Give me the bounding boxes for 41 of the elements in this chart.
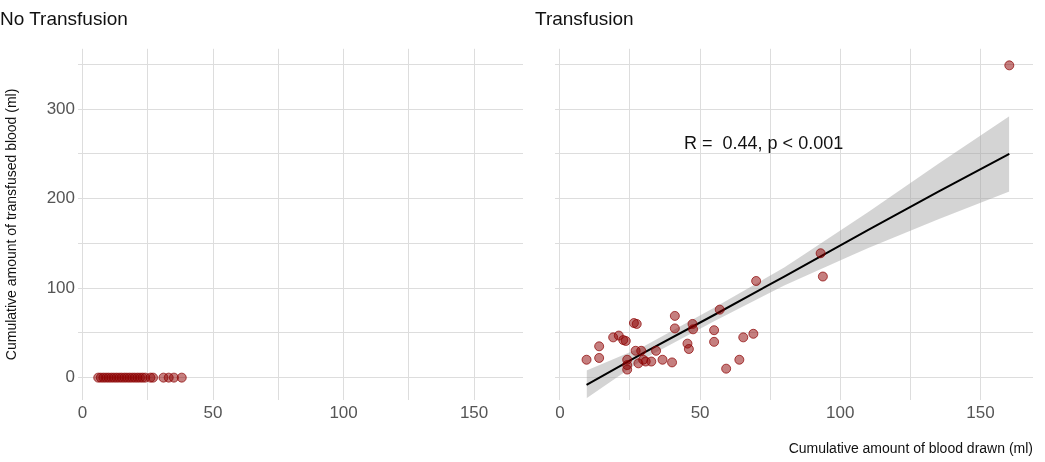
point <box>669 323 680 334</box>
point <box>688 324 699 335</box>
x-tick-label: 0 <box>77 402 88 422</box>
point <box>714 304 725 315</box>
point <box>667 357 678 368</box>
point <box>622 364 633 375</box>
point <box>657 354 668 365</box>
point <box>721 363 732 374</box>
x-tick-label: 150 <box>459 402 489 422</box>
x-tick-label: 50 <box>203 402 223 422</box>
point <box>751 276 762 286</box>
point <box>683 344 694 354</box>
point <box>734 354 745 365</box>
point <box>651 345 662 356</box>
point <box>594 352 605 363</box>
point <box>1004 60 1015 71</box>
point <box>669 310 680 321</box>
x-tick-label: 150 <box>966 402 995 422</box>
point <box>815 248 826 259</box>
point <box>581 354 592 365</box>
point <box>636 345 647 356</box>
x-tick-label: 0 <box>555 402 565 422</box>
point <box>748 328 759 339</box>
y-tick-label: 100 <box>46 277 75 297</box>
point <box>817 271 828 282</box>
point <box>709 325 720 336</box>
chart-title: Transfusion <box>535 7 634 29</box>
y-tick-label: 200 <box>46 188 75 208</box>
x-tick-label: 100 <box>329 402 358 422</box>
point <box>738 332 749 343</box>
y-tick-label: 0 <box>65 367 75 387</box>
chart-title: No Transfusion <box>0 7 128 29</box>
x-tick-label: 50 <box>690 402 710 422</box>
point <box>594 341 605 352</box>
x-tick-label: 100 <box>826 402 855 422</box>
y-tick-label: 300 <box>46 98 75 118</box>
annotation: R = 0.44, p < 0.001 <box>684 132 844 153</box>
x-axis-title: Cumulative amount of blood drawn (ml) <box>788 440 1033 457</box>
point <box>646 356 657 367</box>
y-axis-title: Cumulative amount of transfused blood (ml) <box>3 88 20 361</box>
point <box>709 336 720 347</box>
